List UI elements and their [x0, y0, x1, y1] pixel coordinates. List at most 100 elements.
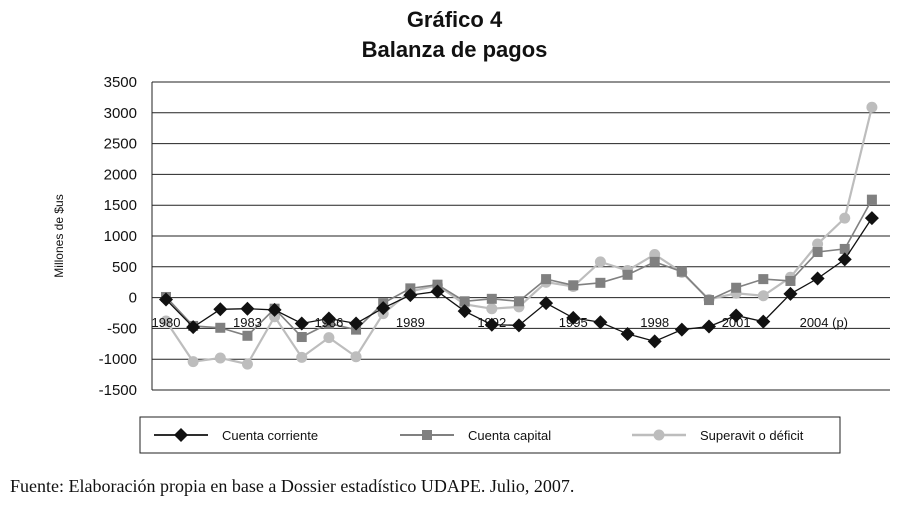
y-tick-label: 1000: [104, 228, 137, 245]
data-point: [350, 351, 362, 363]
data-point: [729, 308, 744, 323]
data-point: [484, 317, 499, 332]
x-axis-ticks: 1980 1983 1986 1989 1992 1995 1998 2001 2004 (p): [152, 315, 848, 330]
y-axis-ticks: 3500 3000 2500 2000 1500 1000 500 0 -500 -1000 -15…: [99, 74, 137, 399]
data-point: [676, 266, 687, 277]
data-point: [568, 280, 579, 291]
data-point: [593, 315, 608, 330]
y-tick-label: 2000: [104, 166, 137, 183]
legend-item: Superavit o déficit: [632, 428, 804, 443]
data-point: [837, 252, 852, 267]
legend-label: Cuenta corriente: [222, 428, 318, 443]
data-point: [594, 256, 606, 268]
series-lines: [159, 101, 879, 370]
chart-title: Gráfico 4: [406, 7, 503, 32]
data-point: [241, 358, 253, 370]
legend-item: Cuenta corriente: [154, 428, 318, 443]
data-point: [566, 310, 581, 325]
data-point: [839, 212, 851, 224]
x-tick-label: 1992: [477, 315, 506, 330]
data-point: [758, 274, 769, 285]
y-tick-label: 2500: [104, 136, 137, 153]
x-tick-label: 1989: [396, 315, 425, 330]
data-point: [294, 316, 309, 331]
y-tick-label: -1000: [99, 351, 137, 368]
legend-marker: [422, 430, 432, 440]
data-point: [647, 334, 662, 349]
y-tick-label: 3500: [104, 74, 137, 91]
data-point: [839, 243, 850, 254]
x-tick-label: 1986: [314, 315, 343, 330]
y-tick-label: 500: [112, 259, 137, 276]
data-point: [160, 315, 172, 327]
y-tick-label: -500: [107, 320, 137, 337]
chart-subtitle: Balanza de pagos: [361, 37, 548, 62]
data-point: [159, 292, 173, 307]
data-point: [186, 320, 201, 335]
data-point: [864, 211, 879, 226]
series-cuenta-corriente: [159, 211, 879, 349]
data-point: [486, 303, 498, 315]
x-tick-label: 2004 (p): [800, 315, 848, 330]
legend-marker: [174, 428, 188, 442]
data-point: [321, 311, 336, 326]
data-point: [704, 295, 714, 306]
data-point: [810, 271, 825, 286]
data-point: [214, 352, 226, 364]
y-tick-label: -1500: [99, 382, 137, 399]
source-note: Fuente: Elaboración propia en base a Dos…: [10, 476, 575, 496]
line-chart: 3500 3000 2500 2000 1500 1000 500 0 -500 -1000 -15…: [52, 74, 890, 454]
legend: Cuenta corriente Cuenta capital Superavit …: [139, 416, 841, 454]
x-tick-label: 2001: [722, 315, 751, 330]
data-point: [539, 296, 554, 311]
data-point: [783, 286, 798, 301]
data-point: [595, 277, 606, 288]
data-point: [511, 318, 526, 333]
x-tick-label: 1983: [233, 315, 262, 330]
y-tick-label: 1500: [104, 197, 137, 214]
legend-marker: [653, 429, 665, 441]
data-point: [620, 326, 635, 341]
data-point: [215, 322, 226, 333]
legend-label: Cuenta capital: [468, 428, 551, 443]
data-point: [296, 332, 307, 343]
data-point: [486, 293, 497, 304]
data-point: [622, 269, 633, 280]
data-point: [649, 256, 660, 267]
data-point: [349, 316, 364, 331]
data-point: [296, 351, 308, 363]
data-point: [702, 319, 716, 334]
data-point: [430, 284, 445, 299]
data-point: [866, 194, 877, 205]
data-point: [213, 302, 228, 317]
data-point: [187, 356, 199, 368]
y-tick-label: 0: [129, 290, 137, 307]
data-point: [812, 247, 823, 258]
data-point: [240, 301, 255, 316]
data-point: [323, 332, 335, 344]
data-point: [731, 282, 742, 293]
y-axis-label: Millones de $us: [52, 194, 66, 277]
data-point: [459, 296, 470, 307]
x-tick-label: 1995: [559, 315, 588, 330]
x-tick-label: 1980: [152, 315, 181, 330]
data-point: [541, 274, 552, 285]
data-point: [785, 275, 796, 286]
legend-label: Superavit o déficit: [700, 428, 804, 443]
data-point: [513, 296, 524, 307]
data-point: [812, 238, 824, 250]
data-point: [757, 290, 769, 302]
data-point: [403, 288, 418, 303]
data-point: [756, 314, 771, 329]
legend-box: [139, 416, 841, 454]
data-point: [674, 322, 689, 337]
x-tick-label: 1998: [640, 315, 669, 330]
y-tick-label: 3000: [104, 105, 137, 122]
gridlines: [151, 81, 890, 391]
data-point: [866, 101, 878, 113]
data-point: [457, 304, 472, 319]
data-point: [242, 330, 253, 341]
data-point: [267, 302, 282, 317]
data-point: [376, 301, 391, 316]
legend-item: Cuenta capital: [400, 428, 551, 443]
